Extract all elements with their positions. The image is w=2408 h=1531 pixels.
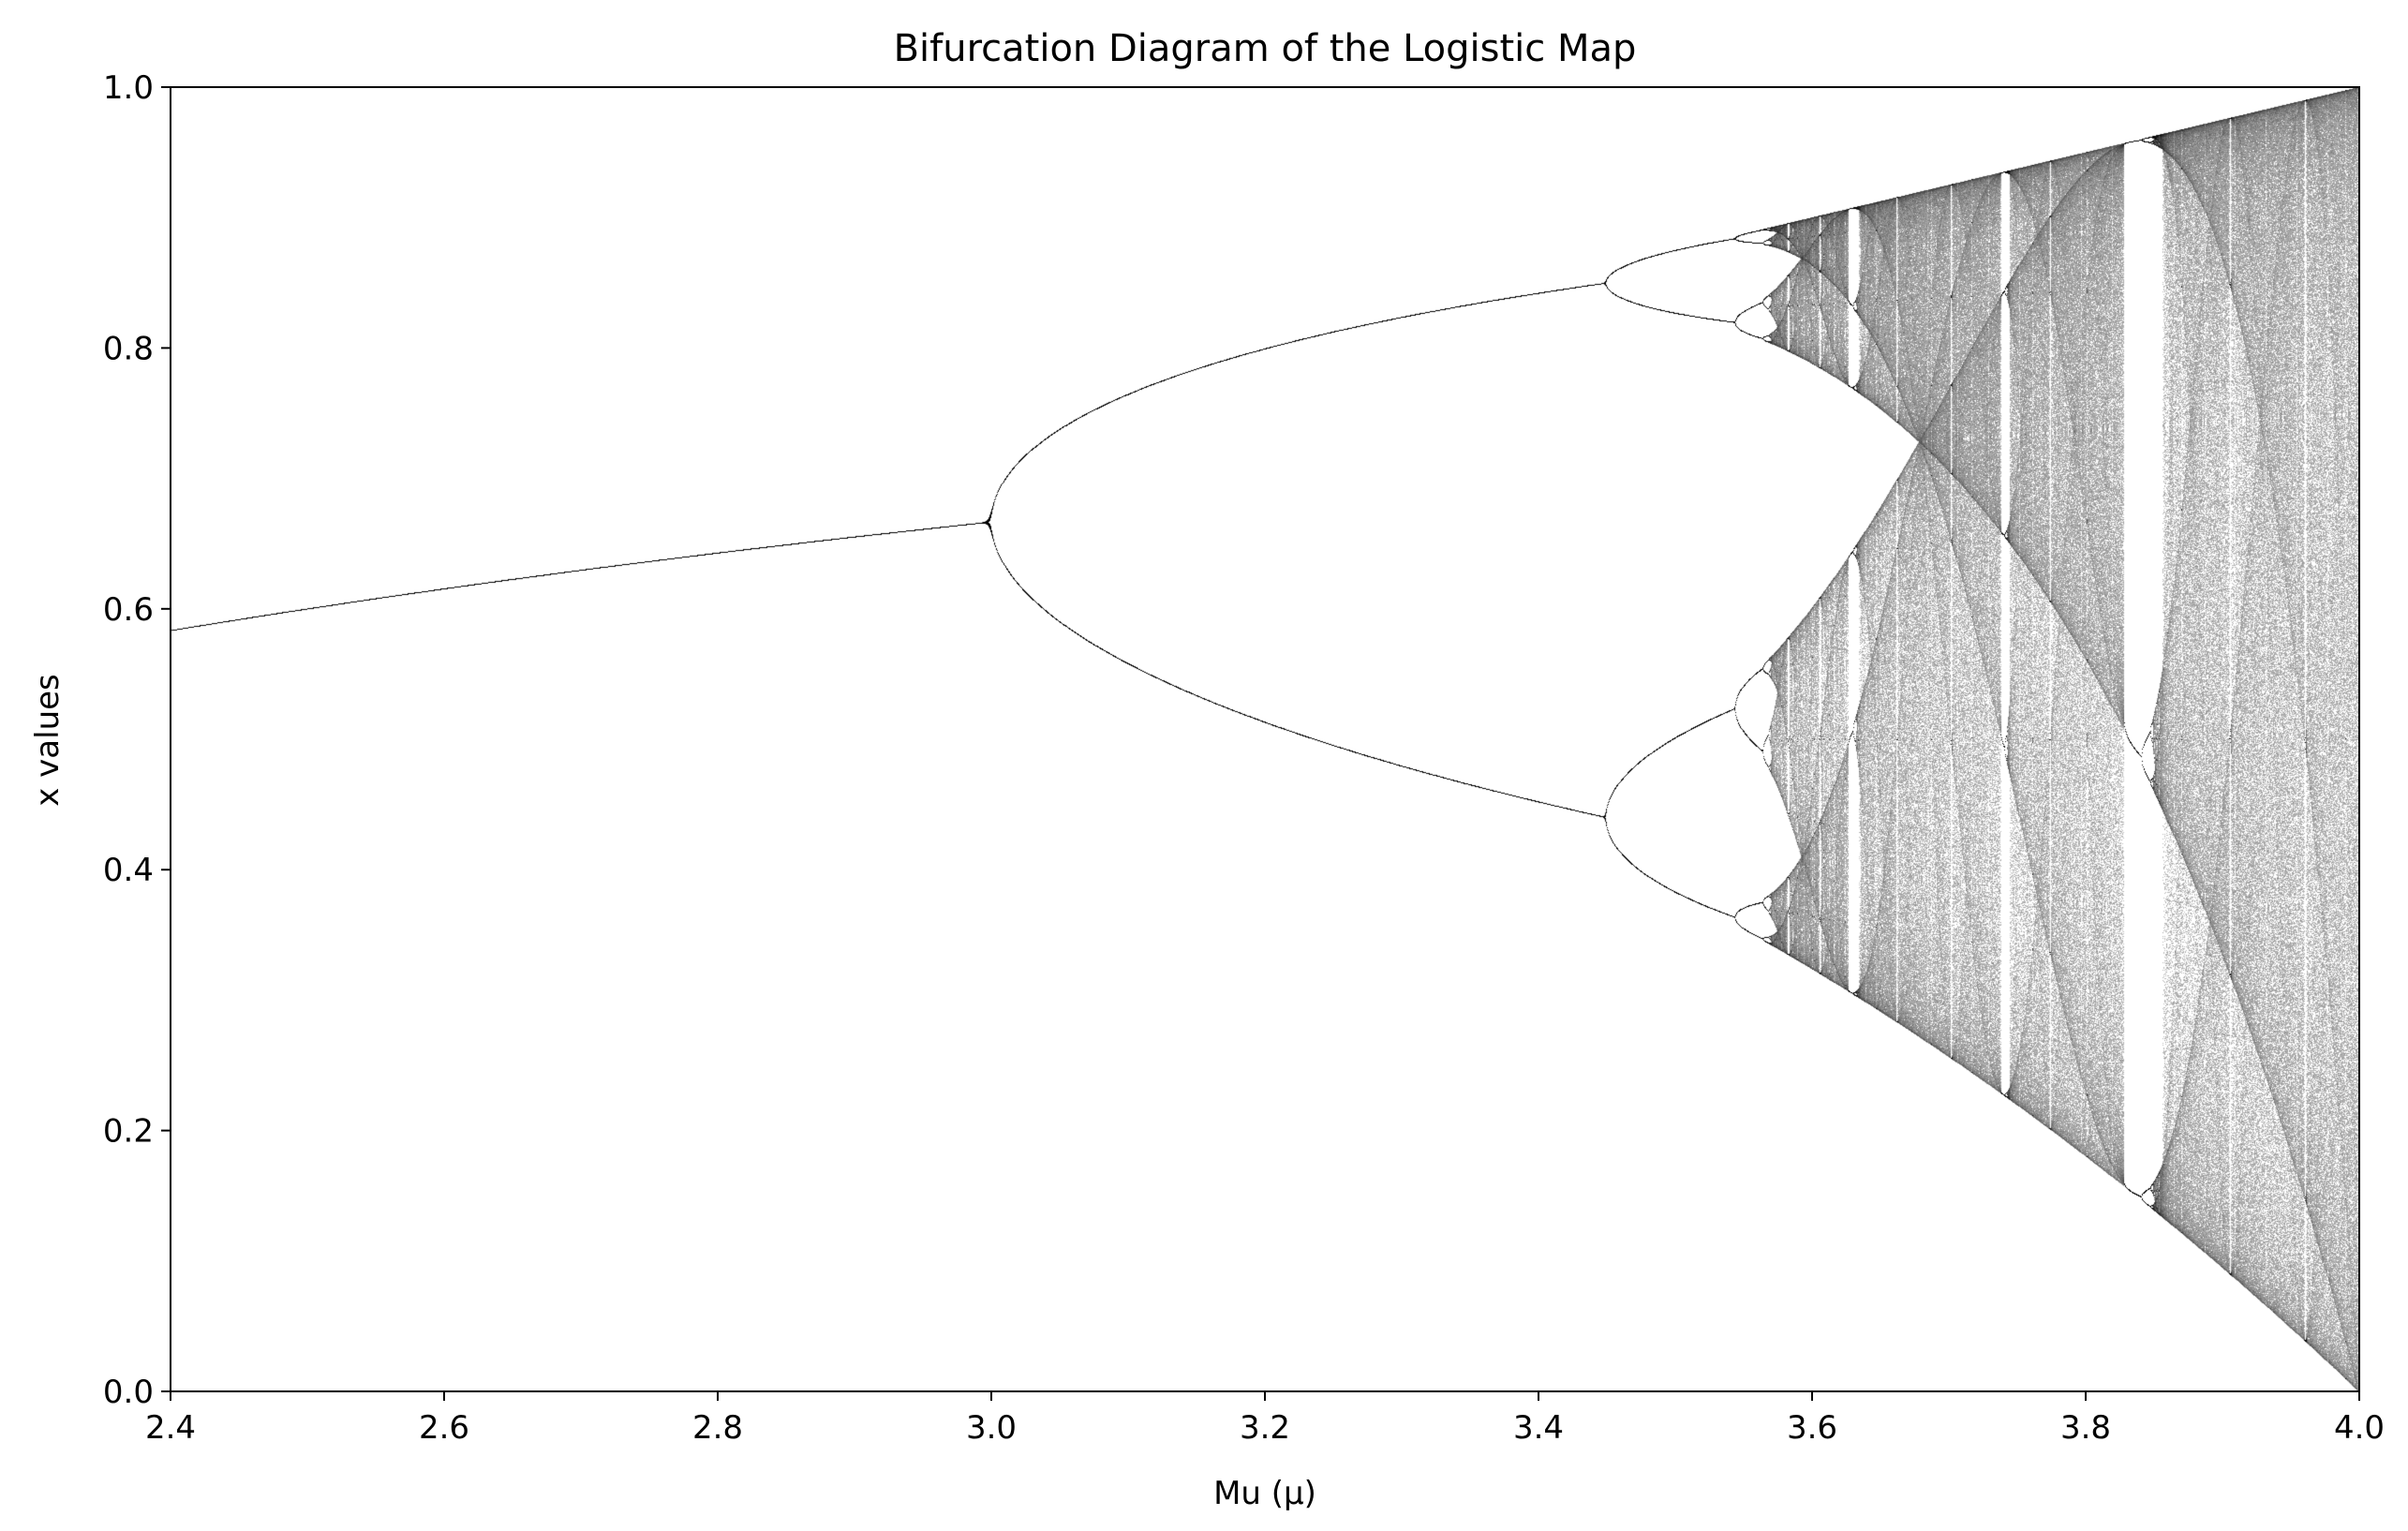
- x-tick-label: 3.0: [966, 1409, 1017, 1447]
- x-axis-label: Mu (μ): [1213, 1475, 1316, 1512]
- y-tick-label: 0.2: [103, 1113, 154, 1151]
- x-tick-label: 3.8: [2060, 1409, 2111, 1447]
- y-tick-label: 1.0: [103, 69, 154, 107]
- plot-area-frame: [170, 86, 2360, 1392]
- x-tick-label: 3.2: [1240, 1409, 1290, 1447]
- x-tick-label: 2.6: [419, 1409, 469, 1447]
- chart-title: Bifurcation Diagram of the Logistic Map: [894, 27, 1637, 70]
- y-axis: 0.0 0.2 0.4 0.6 0.8 1.0: [103, 69, 171, 1411]
- x-tick-label: 2.8: [692, 1409, 743, 1447]
- y-tick-label: 0.0: [103, 1374, 154, 1411]
- bifurcation-points: [171, 87, 2359, 1391]
- x-tick-label: 4.0: [2334, 1409, 2385, 1447]
- x-axis: 2.4 2.6 2.8 3.0 3.2 3.4 3.6 3.8 4.0: [145, 1391, 2385, 1447]
- y-tick-label: 0.8: [103, 330, 154, 367]
- y-axis-label: x values: [29, 674, 67, 807]
- x-tick-label: 2.4: [145, 1409, 196, 1447]
- x-tick-label: 3.4: [1513, 1409, 1564, 1447]
- y-tick-label: 0.4: [103, 852, 154, 889]
- y-tick-label: 0.6: [103, 591, 154, 629]
- x-tick-label: 3.6: [1787, 1409, 1837, 1447]
